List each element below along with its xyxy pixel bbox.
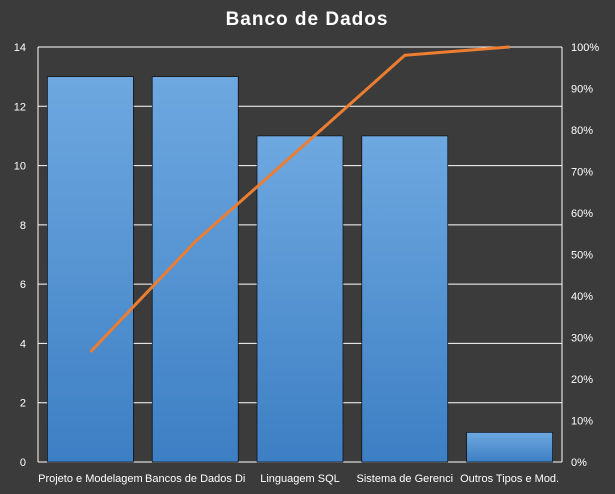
y2-tick-label: 20%: [571, 374, 593, 386]
x-category-label: Projeto e Modelagem: [38, 473, 143, 485]
x-axis-labels: Projeto e Modelagem Bancos de Dados Di Lin…: [38, 473, 559, 485]
y2-tick-label: 70%: [571, 167, 593, 179]
x-category-label: Linguagem SQL: [260, 473, 340, 485]
y-tick-label: 4: [20, 338, 26, 350]
y2-tick-label: 100%: [571, 42, 599, 54]
y2-tick-label: 90%: [571, 84, 593, 96]
y-tick-label: 0: [20, 457, 26, 469]
y-axis-ticks: 0 2 4 6 8 10 12 14: [14, 42, 26, 469]
y2-tick-label: 80%: [571, 125, 593, 137]
x-category-label: Outros Tipos e Mod.: [460, 473, 559, 485]
bar: [151, 76, 239, 463]
y2-tick-label: 10%: [571, 416, 593, 428]
bar: [256, 135, 344, 463]
bar: [361, 135, 449, 463]
y2-tick-label: 60%: [571, 208, 593, 220]
y-tick-label: 10: [14, 161, 26, 173]
chart-title: Banco de Dados: [226, 9, 389, 30]
y2-axis-ticks: 0% 10% 20% 30% 40% 50% 60% 70% 80% 90% 100%: [571, 42, 599, 469]
y2-tick-label: 30%: [571, 333, 593, 345]
bar: [466, 432, 553, 463]
y-tick-label: 2: [20, 398, 26, 410]
x-category-label: Bancos de Dados Di: [145, 473, 245, 485]
bar: [47, 76, 134, 463]
y-tick-label: 8: [20, 220, 26, 232]
y-tick-label: 14: [14, 42, 26, 54]
y-tick-label: 6: [20, 279, 26, 291]
y-tick-label: 12: [14, 101, 26, 113]
y2-tick-label: 50%: [571, 250, 593, 262]
y2-tick-label: 40%: [571, 291, 593, 303]
cumulative-line: [89, 45, 510, 354]
bars: [47, 76, 553, 463]
x-category-label: Sistema de Gerenci: [356, 473, 453, 485]
y2-tick-label: 0%: [571, 457, 587, 469]
